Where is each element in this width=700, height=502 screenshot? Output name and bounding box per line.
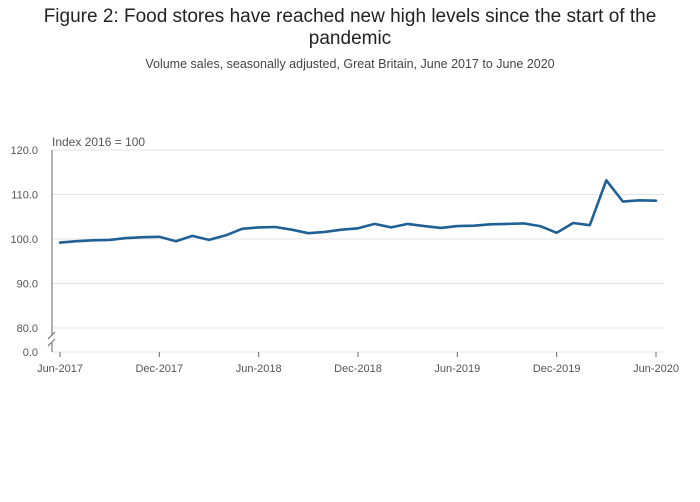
data-point[interactable] [352,222,364,234]
x-axis: Jun-2017 Dec-2017 Jun-2018 Dec-2018 Jun-2019… [37,352,679,375]
data-point[interactable] [302,227,314,239]
data-point[interactable] [269,221,281,233]
data-point[interactable] [518,217,530,229]
data-point[interactable] [584,219,596,231]
data-point[interactable] [286,224,298,236]
data-point[interactable] [451,220,463,232]
data-point[interactable] [617,196,629,208]
data-point[interactable] [435,222,447,234]
y-axis: 120.0 110.0 100.0 90.0 80.0 0.0 [10,145,56,359]
data-point[interactable] [468,220,480,232]
data-point[interactable] [385,221,397,233]
data-point[interactable] [335,224,347,236]
x-tick-label: Dec-2019 [533,363,581,375]
series-line [58,179,658,244]
series-group [54,174,662,249]
y-tick-label: 80.0 [17,323,38,335]
x-tick-label: Dec-2018 [334,363,382,375]
y-tick-label-zero: 0.0 [23,347,38,359]
data-point[interactable] [633,194,645,206]
data-point[interactable] [120,232,132,244]
data-point[interactable] [319,226,331,238]
y-tick-label: 120.0 [10,145,38,157]
chart-title: Figure 2: Food stores have reached new h… [43,6,657,49]
data-point[interactable] [534,220,546,232]
axis-break-mark [47,331,56,340]
data-point[interactable] [186,230,198,242]
data-point[interactable] [551,227,563,239]
axis-break-mark [47,338,56,347]
data-point[interactable] [501,218,513,230]
data-point[interactable] [54,237,66,249]
data-point[interactable] [170,235,182,247]
chart-subtitle: Volume sales, seasonally adjusted, Great… [145,57,555,71]
x-tick-label: Jun-2019 [434,363,480,375]
data-point[interactable] [418,220,430,232]
data-point[interactable] [104,234,116,246]
x-tick-label: Jun-2017 [37,363,83,375]
data-point[interactable] [567,217,579,229]
data-point[interactable] [236,223,248,235]
x-tick-label: Jun-2018 [236,363,282,375]
data-point[interactable] [203,234,215,246]
data-point[interactable] [402,218,414,230]
data-point[interactable] [650,195,662,207]
data-point[interactable] [600,174,612,186]
data-point[interactable] [87,234,99,246]
gridlines [52,149,664,353]
data-point[interactable] [253,221,265,233]
data-point[interactable] [153,231,165,243]
y-tick-label: 90.0 [17,279,38,291]
data-point[interactable] [220,229,232,241]
y-tick-label: 110.0 [11,190,38,202]
data-point[interactable] [369,218,381,230]
data-point[interactable] [484,218,496,230]
y-axis-label: Index 2016 = 100 [52,135,145,149]
data-point[interactable] [137,231,149,243]
y-tick-label: 100.0 [10,234,38,246]
data-point[interactable] [71,235,83,247]
x-tick-label: Jun-2020 [633,363,679,375]
x-tick-label: Dec-2017 [135,363,183,375]
